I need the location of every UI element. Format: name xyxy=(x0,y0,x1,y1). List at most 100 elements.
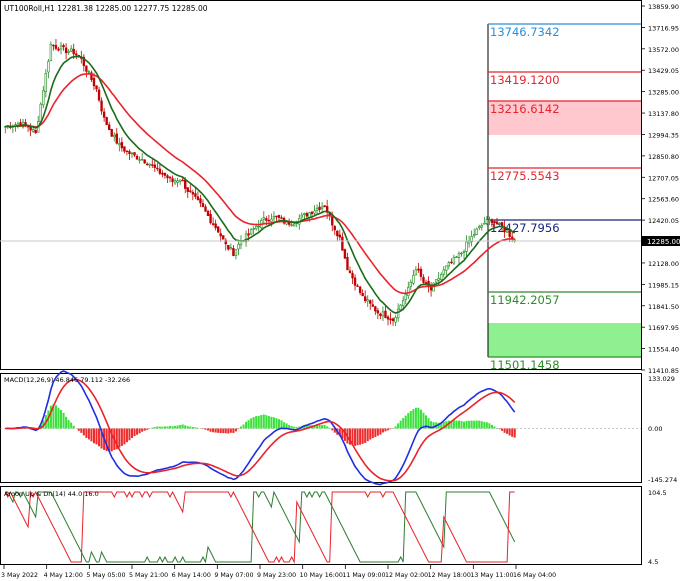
candle-body xyxy=(105,117,108,126)
macd-histogram-bar xyxy=(110,428,113,452)
aroon-up-line xyxy=(5,490,516,564)
candle-body xyxy=(457,252,461,259)
fibonacci-levels: 13746.7342 13419.1200 13216.6142 12775.5543… xyxy=(488,23,641,372)
macd-histogram-bar xyxy=(478,420,481,429)
time-axis-label: 16 May 04:00 xyxy=(513,572,556,579)
macd-histogram-bar xyxy=(351,428,354,446)
macd-histogram-bar xyxy=(488,423,491,429)
candle-body xyxy=(59,45,63,50)
candle-body xyxy=(490,219,494,223)
candle-body xyxy=(85,65,88,72)
macd-histogram-bar xyxy=(356,428,359,446)
macd-histogram-bar xyxy=(364,428,367,443)
candle-body xyxy=(358,286,362,293)
macd-histogram-bar xyxy=(174,425,177,429)
macd-histogram-bar xyxy=(485,422,488,429)
candle-body xyxy=(211,223,215,225)
candle-body xyxy=(389,318,392,321)
candle-body xyxy=(470,236,473,243)
macd-histogram-bar xyxy=(490,424,493,429)
macd-histogram-bar xyxy=(234,428,237,432)
macd-histogram-bar xyxy=(95,428,98,445)
fib-level-label: 13746.7342 xyxy=(490,25,560,39)
macd-histogram-bar xyxy=(77,428,80,431)
macd-histogram-bar xyxy=(85,428,88,438)
candle-body xyxy=(379,313,382,316)
candle-body xyxy=(222,235,225,240)
macd-histogram-bar xyxy=(354,428,357,446)
candle-body xyxy=(467,240,471,244)
time-axis: 3 May 2022 4 May 12:00 5 May 05:00 5 May 21… xyxy=(1,565,556,579)
macd-histogram-bar xyxy=(283,422,286,429)
macd-histogram-bar xyxy=(130,428,134,439)
macd-histogram-bar xyxy=(386,428,390,431)
macd-histogram-bar xyxy=(118,428,121,448)
time-axis-label: 5 May 05:00 xyxy=(86,572,125,579)
macd-histogram-bar xyxy=(419,409,422,429)
candle-body xyxy=(396,308,400,319)
candle-body xyxy=(252,228,255,230)
candle-body xyxy=(118,143,121,146)
macd-histogram-bar xyxy=(414,407,417,429)
candle-body xyxy=(128,151,131,155)
macd-histogram-bar xyxy=(323,425,326,429)
candle-body xyxy=(402,300,405,306)
macd-histogram-bar xyxy=(108,428,111,452)
candle-body xyxy=(412,275,415,284)
macd-histogram-bar xyxy=(341,428,344,439)
candle-body xyxy=(100,100,103,112)
macd-histogram-bar xyxy=(156,426,159,429)
candle-body xyxy=(184,179,187,189)
macd-histogram-bar xyxy=(272,417,275,429)
candle-body xyxy=(386,316,390,320)
macd-histogram-bar xyxy=(260,415,263,429)
macd-histogram-bar xyxy=(399,420,402,429)
candle-body xyxy=(346,256,349,271)
macd-histogram-bar xyxy=(252,417,255,429)
candle-body xyxy=(237,243,240,250)
price-axis-label: 13137.80 xyxy=(648,110,679,118)
candle-body xyxy=(391,318,395,322)
macd-histogram-bar xyxy=(232,428,235,433)
candle-body xyxy=(64,47,68,54)
macd-histogram-bar xyxy=(257,415,260,429)
time-axis-label: 5 May 21:00 xyxy=(129,572,168,579)
candle-body xyxy=(178,179,182,182)
time-axis-label: 11 May 09:00 xyxy=(342,572,385,579)
candle-body xyxy=(97,89,101,101)
macd-histogram-bar xyxy=(181,424,184,429)
macd-histogram-bar xyxy=(87,428,90,440)
macd-histogram-bar xyxy=(212,428,215,433)
candle-body xyxy=(399,304,402,311)
candle-body xyxy=(42,90,45,106)
candle-body xyxy=(199,198,202,204)
candle-body xyxy=(219,233,222,237)
macd-histogram-bar xyxy=(442,421,445,429)
macd-histogram-bar xyxy=(404,415,407,429)
candle-body xyxy=(163,172,167,176)
macd-histogram-bar xyxy=(146,428,149,430)
candle-body xyxy=(275,215,278,218)
time-axis-label: 6 May 14:00 xyxy=(172,572,211,579)
candle-body xyxy=(249,229,253,235)
candle-body xyxy=(44,73,48,92)
candle-body xyxy=(161,172,164,175)
candle-body xyxy=(186,187,189,192)
candle-body xyxy=(305,213,309,217)
macd-histogram-bar xyxy=(204,428,207,430)
candle-body xyxy=(171,178,174,182)
candle-body xyxy=(437,278,440,281)
candle-body xyxy=(47,61,50,73)
macd-histogram-bar xyxy=(179,424,182,429)
macd-histogram-bar xyxy=(143,428,146,431)
candle-body xyxy=(49,43,53,61)
candle-body xyxy=(472,234,476,237)
candle-body xyxy=(234,249,238,256)
macd-histogram-bar xyxy=(128,428,131,441)
macd-histogram-bar xyxy=(366,428,369,442)
candle-body xyxy=(374,306,377,312)
candle-body xyxy=(54,45,58,49)
macd-histogram-bar xyxy=(115,428,118,450)
candle-body xyxy=(67,51,70,53)
